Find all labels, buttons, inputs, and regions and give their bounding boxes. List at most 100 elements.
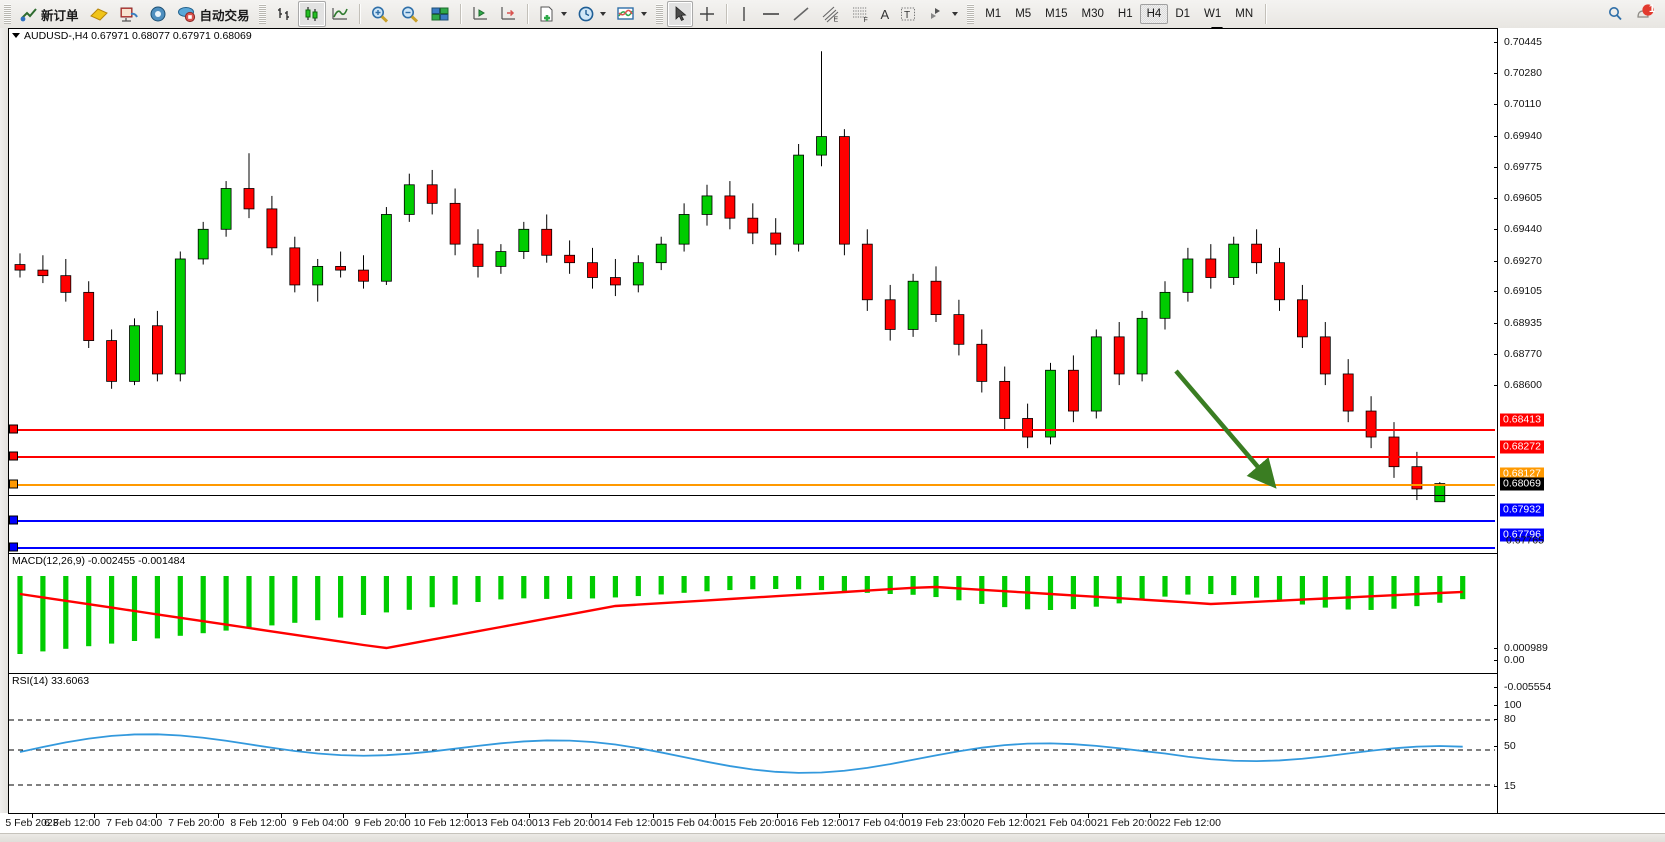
shapes-chevron-down-icon[interactable] — [952, 12, 959, 16]
line-chart-button[interactable] — [326, 1, 354, 27]
zoom-out-button[interactable] — [395, 1, 425, 27]
svg-text:F: F — [863, 17, 867, 23]
candlestick-series — [14, 51, 1446, 503]
time-tick: 16 Feb 12:00 — [786, 817, 849, 829]
hline-068272[interactable] — [9, 456, 1495, 458]
time-tick: 19 Feb 23:00 — [910, 817, 973, 829]
templates-chevron-down-icon[interactable] — [560, 12, 567, 16]
macd-pane[interactable]: MACD(12,26,9) -0.002455 -0.001484 — [8, 553, 1498, 675]
rsi-tick: 80 — [1494, 713, 1516, 725]
rsi-label: RSI(14) 33.6063 — [12, 675, 93, 687]
time-tick: 13 Feb 04:00 — [475, 817, 538, 829]
candlestick-chart-icon — [303, 5, 321, 23]
expert-advisor-button[interactable] — [84, 1, 114, 27]
time-tick: 21 Feb 20:00 — [1096, 817, 1159, 829]
fibonacci-button[interactable]: F — [846, 1, 876, 27]
price-tag-axis-tick[interactable]: 0.67765 — [1506, 534, 1544, 547]
time-tick-mark — [1150, 814, 1151, 818]
new-order-label: 新订单 — [41, 8, 79, 23]
hline-067932-handle[interactable] — [9, 515, 18, 525]
periodicity-chevron-down-icon[interactable] — [599, 12, 606, 16]
candlestick-chart-button[interactable] — [297, 1, 326, 27]
hline-068413[interactable] — [9, 429, 1495, 431]
toolbar-grip-4[interactable] — [967, 4, 975, 24]
time-tick-mark — [591, 814, 593, 818]
chart-dropdown-arrow-icon[interactable] — [12, 33, 20, 38]
toolbar-grip[interactable] — [4, 4, 11, 24]
timeframe-m5[interactable]: M5 — [1015, 8, 1032, 20]
templates-button[interactable] — [533, 1, 572, 27]
crosshair-button[interactable] — [693, 1, 721, 27]
price-tag-support-line[interactable]: 0.67796 — [1500, 528, 1544, 542]
alerts-badge-count: 1 — [1648, 3, 1655, 15]
hline-068413-handle[interactable] — [9, 424, 18, 434]
trendline-button[interactable] — [786, 1, 816, 27]
price-tag-last-price[interactable]: 0.68069 — [1500, 477, 1544, 491]
hline-068127[interactable] — [9, 484, 1495, 486]
time-tick-mark — [528, 814, 530, 818]
price-tick: 0.68935 — [1494, 317, 1542, 329]
time-tick-mark — [218, 814, 220, 818]
shapes-button[interactable] — [922, 1, 963, 27]
price-tag-resistance-line[interactable]: 0.68272 — [1500, 440, 1544, 453]
timeframe-m15[interactable]: M15 — [1045, 8, 1068, 20]
timeframe-m1[interactable]: M1 — [985, 8, 1002, 20]
data-window-button[interactable] — [114, 1, 144, 27]
time-tick: 15 Feb 04:00 — [662, 817, 725, 829]
timeframe-w1[interactable]: W1 — [1204, 8, 1222, 20]
price-tick: 0.69605 — [1494, 192, 1542, 204]
macd-tick: -0.005554 — [1493, 681, 1551, 693]
svg-text:T: T — [904, 10, 910, 21]
new-order-button[interactable]: 新订单 — [15, 1, 84, 27]
indicators-chevron-down-icon[interactable] — [640, 12, 647, 16]
timeframe-mn[interactable]: MN — [1235, 8, 1254, 20]
vertical-line-button[interactable] — [732, 1, 756, 27]
timeframe-h1[interactable]: H1 — [1117, 8, 1133, 20]
time-scale[interactable]: 5 Feb 2023 6 Feb 12:00 7 Feb 04:00 7 Feb 20… — [5, 813, 1665, 834]
toolbar-grip-3[interactable] — [655, 4, 663, 24]
toolbar-grip-2[interactable] — [258, 4, 266, 24]
price-tick: 0.69440 — [1494, 223, 1542, 235]
time-tick: 9 Feb 20:00 — [354, 817, 411, 829]
hline-067932[interactable] — [9, 520, 1495, 522]
macd-tick: 0.00 — [1493, 654, 1524, 666]
time-tick-mark — [901, 814, 903, 818]
timeframe-m30[interactable]: M30 — [1081, 8, 1104, 20]
price-scale[interactable]: 0.70445 0.70280 0.70110 0.69940 0.69775 0.696… — [1493, 28, 1665, 813]
text-label-button[interactable]: T — [894, 1, 922, 27]
time-tick: 6 Feb 12:00 — [44, 817, 101, 829]
periodicity-button[interactable] — [572, 1, 611, 27]
chart-shift-button[interactable] — [466, 1, 494, 27]
time-tick: 8 Feb 12:00 — [230, 817, 287, 829]
shapes-icon — [927, 5, 947, 23]
trendline-icon — [791, 5, 811, 23]
timeframe-d1[interactable]: D1 — [1175, 8, 1191, 20]
price-tag-entry-line[interactable]: 0.68127 — [1500, 467, 1544, 480]
timeframe-h4[interactable]: H4 — [1139, 4, 1169, 24]
hline-068127-handle[interactable] — [9, 479, 18, 489]
horizontal-line-button[interactable] — [756, 1, 786, 27]
tile-windows-button[interactable] — [425, 1, 455, 27]
hline-068272-handle[interactable] — [9, 451, 18, 461]
zoom-in-button[interactable] — [365, 1, 395, 27]
data-window-icon — [119, 5, 139, 23]
indicators-button[interactable] — [611, 1, 652, 27]
time-tick-mark — [963, 814, 965, 818]
hline-067796[interactable] — [9, 547, 1495, 549]
search-button[interactable] — [1601, 1, 1629, 27]
line-chart-icon — [331, 5, 349, 23]
price-tag-resistance-line[interactable]: 0.68413 — [1500, 413, 1544, 427]
rsi-pane[interactable]: RSI(14) 33.6063 — [8, 673, 1498, 815]
price-tag-support-line[interactable]: 0.67932 — [1500, 503, 1544, 517]
hline-067796-handle[interactable] — [9, 542, 18, 552]
bar-chart-button[interactable] — [270, 1, 298, 27]
alerts-button[interactable]: 1 — [1629, 1, 1659, 27]
text-button[interactable]: A — [876, 1, 895, 27]
autotrading-button[interactable]: 自动交易 — [172, 1, 255, 27]
time-tick: 13 Feb 20:00 — [537, 817, 600, 829]
navigator-button[interactable] — [144, 1, 172, 27]
equidistant-channel-button[interactable]: E — [816, 1, 846, 27]
price-pane[interactable]: AUDUSD-,H4 0.67971 0.68077 0.67971 0.680… — [8, 28, 1498, 555]
cursor-button[interactable] — [666, 1, 693, 27]
auto-scroll-button[interactable] — [494, 1, 522, 27]
